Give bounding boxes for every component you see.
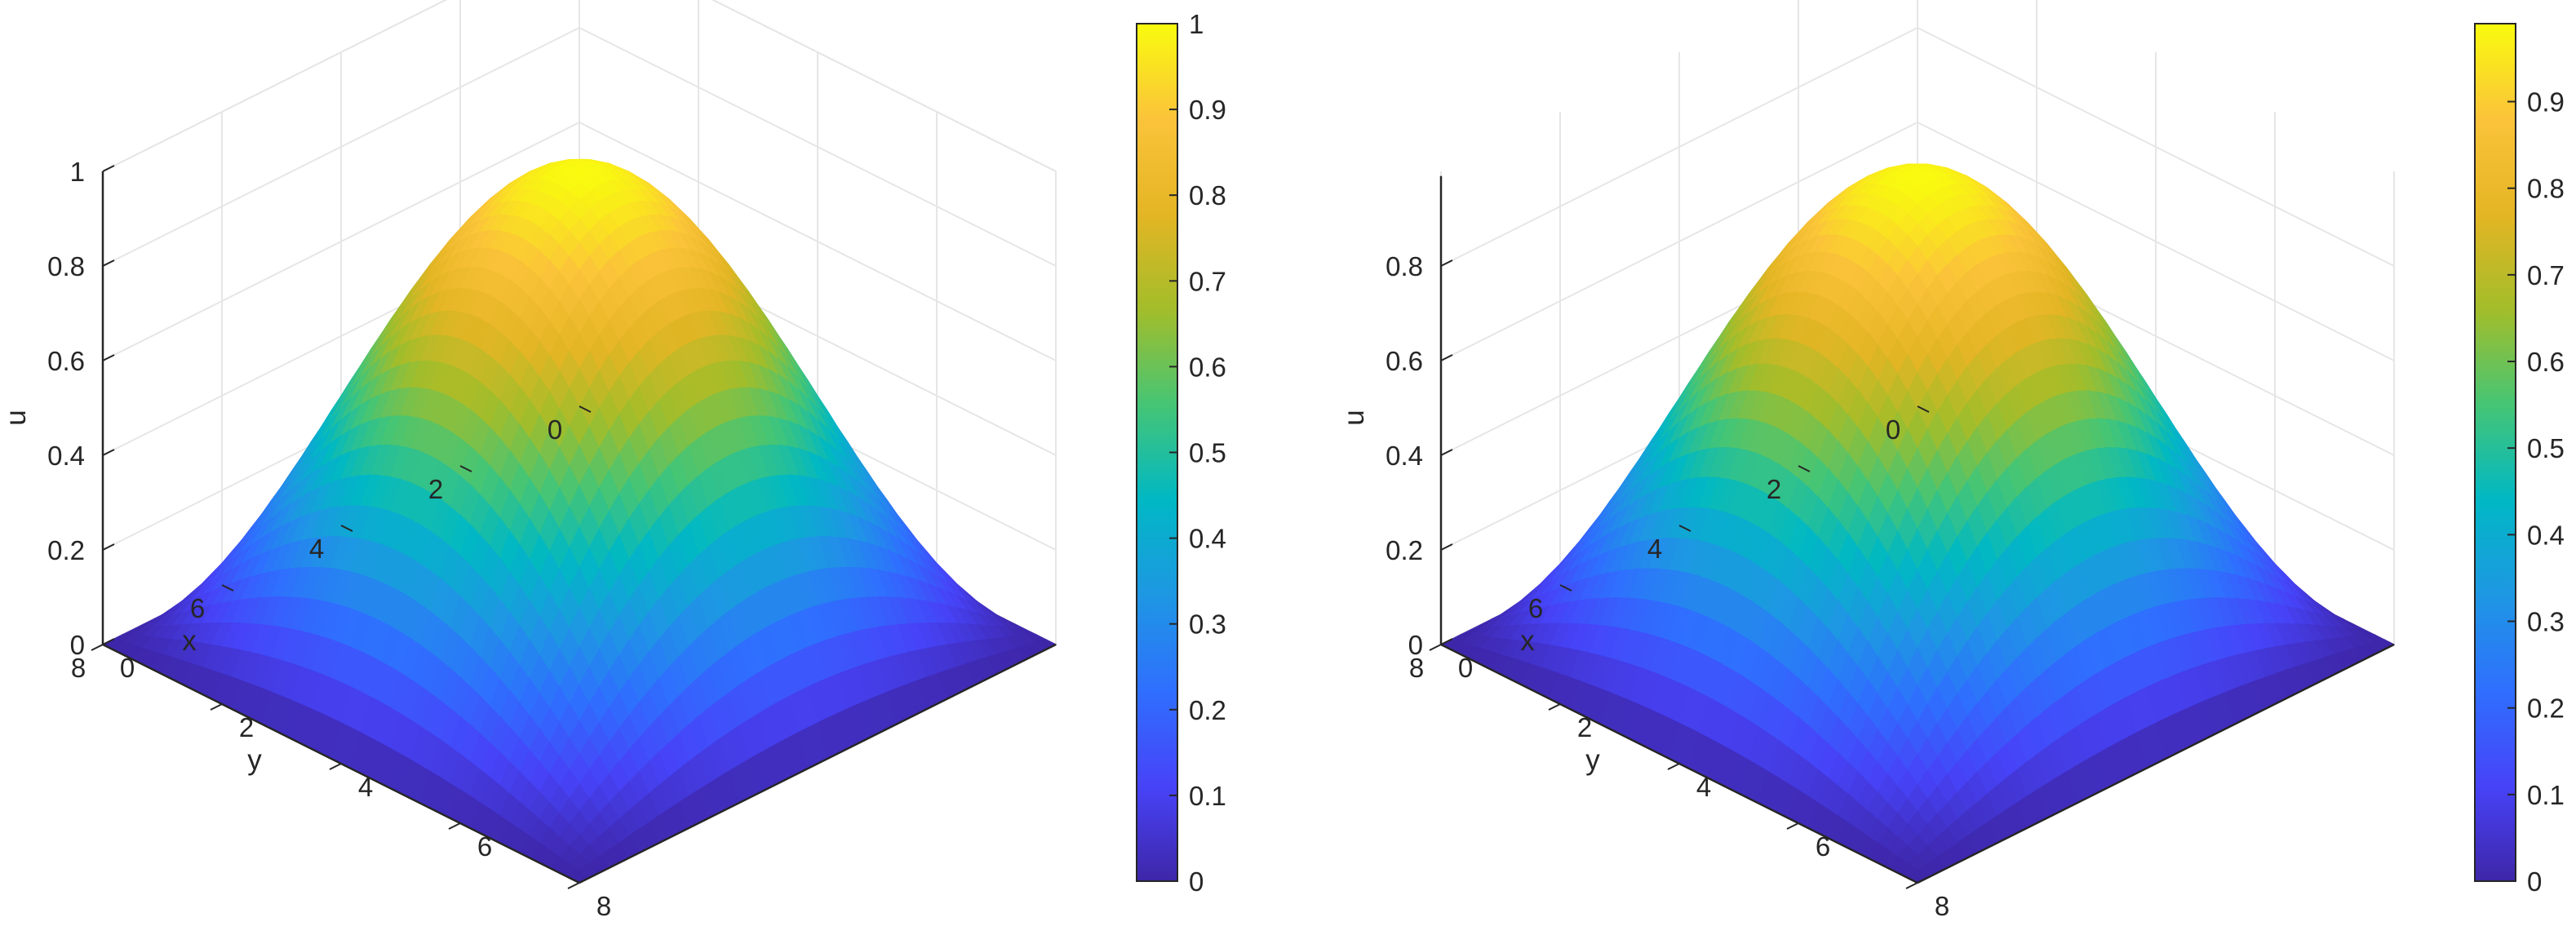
y-tick-mark (1905, 882, 1918, 889)
z-tick-label: 0.4 (1386, 441, 1423, 471)
y-tick-mark (567, 882, 580, 889)
grid-line (579, 27, 1057, 267)
colorbar-tick-label: 0.6 (1189, 352, 1226, 382)
y-tick-label: 4 (358, 772, 373, 802)
x-tick-label: 0 (548, 414, 562, 445)
y-axis-label: y (1585, 744, 1600, 776)
y-tick-mark (1786, 822, 1799, 830)
colorbar-tick-label: 0.9 (1189, 95, 1226, 125)
grid-line (102, 27, 580, 267)
colorbar-tick-label: 0.3 (1189, 609, 1226, 640)
colorbar-gradient (2474, 23, 2516, 882)
x-tick-label: 4 (1647, 534, 1662, 564)
y-axis-label: y (247, 744, 262, 776)
colorbar-tick-label: 0.4 (2527, 520, 2565, 550)
x-axis-label: x (182, 625, 197, 657)
grid-line (102, 0, 448, 172)
colorbar-tick-label: 0.7 (2527, 260, 2565, 290)
z-tick-label: 0.6 (1386, 346, 1423, 376)
grid-line (711, 0, 1057, 172)
x-tick-label: 2 (1767, 474, 1781, 504)
y-tick-mark (1548, 703, 1561, 711)
z-tick-mark (1440, 354, 1453, 361)
y-tick-label: 2 (239, 712, 254, 742)
colorbar-tick-label: 0.1 (2527, 780, 2565, 810)
colorbar-tick-label: 0.5 (1189, 438, 1226, 468)
z-tick-mark (102, 543, 115, 551)
y-tick-label: 8 (1935, 891, 1949, 921)
y-tick-mark (210, 703, 223, 711)
z-tick-label: 0.4 (47, 441, 85, 471)
colorbar-tick-label: 0.6 (2527, 347, 2565, 377)
x-tick-label: 6 (190, 593, 205, 623)
colorbar-tick-label: 0.2 (1189, 695, 1226, 725)
z-tick-mark (1440, 543, 1453, 551)
y-tick-mark (1429, 644, 1442, 651)
x-tick-label: 0 (1886, 414, 1900, 445)
z-tick-mark (102, 165, 115, 172)
y-tick-label: 8 (596, 891, 611, 921)
y-tick-label: 0 (120, 653, 135, 683)
z-tick-label: 0.2 (47, 535, 85, 565)
colorbar-tick-label: 0 (2527, 866, 2542, 897)
x-tick-label: 6 (1528, 593, 1543, 623)
z-tick-mark (1440, 259, 1453, 267)
colorbar-tick-label: 0.4 (1189, 524, 1226, 554)
colorbar-tick-label: 0.7 (1189, 266, 1226, 296)
y-tick-label: 2 (1577, 712, 1592, 742)
z-tick-label: 1 (70, 157, 85, 187)
x-tick-label: 2 (428, 474, 443, 504)
y-tick-mark (1667, 763, 1680, 770)
grid-line (579, 122, 1057, 361)
y-tick-label: 6 (1816, 831, 1830, 862)
y-tick-label: 4 (1696, 772, 1711, 802)
y-tick-mark (91, 644, 104, 651)
y-tick-label: 6 (477, 831, 492, 862)
surface-mesh (101, 158, 1057, 884)
y-tick-mark (448, 822, 461, 830)
z-axis-label: u (0, 410, 32, 425)
grid-line (102, 122, 580, 361)
x-axis-label: x (1520, 625, 1535, 657)
colorbar-tick-label: 0.8 (2527, 174, 2565, 204)
colorbar-tick-label: 1 (1189, 9, 1204, 39)
z-tick-label: 0 (1408, 630, 1423, 660)
colorbar-tick-label: 0 (1189, 866, 1204, 897)
colorbar-tick-label: 0.9 (2527, 87, 2565, 117)
colorbar-tick-label: 0.3 (2527, 607, 2565, 637)
z-tick-mark (102, 354, 115, 361)
colorbar-tick-label: 0.1 (1189, 781, 1226, 811)
colorbar-tick-label: 0.5 (2527, 433, 2565, 463)
surface-mesh (1439, 163, 2396, 884)
colorbar-tick-label: 0.8 (1189, 180, 1226, 210)
z-tick-label: 0 (70, 630, 85, 660)
z-tick-label: 0.6 (47, 346, 85, 376)
z-tick-mark (1440, 449, 1453, 456)
z-tick-label: 0.8 (1386, 251, 1423, 281)
colorbar: 0 0.1 0.2 0.3 0.4 0.5 0.6 0.7 0.8 0.9 1 (1136, 9, 1226, 897)
z-tick-mark (102, 259, 115, 267)
z-tick-label: 0.8 (47, 251, 85, 281)
y-tick-label: 0 (1458, 653, 1473, 683)
colorbar-tick-label: 0.2 (2527, 693, 2565, 724)
z-axis-label: u (1338, 410, 1370, 425)
y-tick-mark (329, 763, 342, 770)
z-tick-mark (102, 449, 115, 456)
z-tick-label: 0.2 (1386, 535, 1423, 565)
colorbar: 0 0.1 0.2 0.3 0.4 0.5 0.6 0.7 0.8 0.9 (2474, 23, 2565, 897)
x-tick-label: 4 (309, 534, 324, 564)
